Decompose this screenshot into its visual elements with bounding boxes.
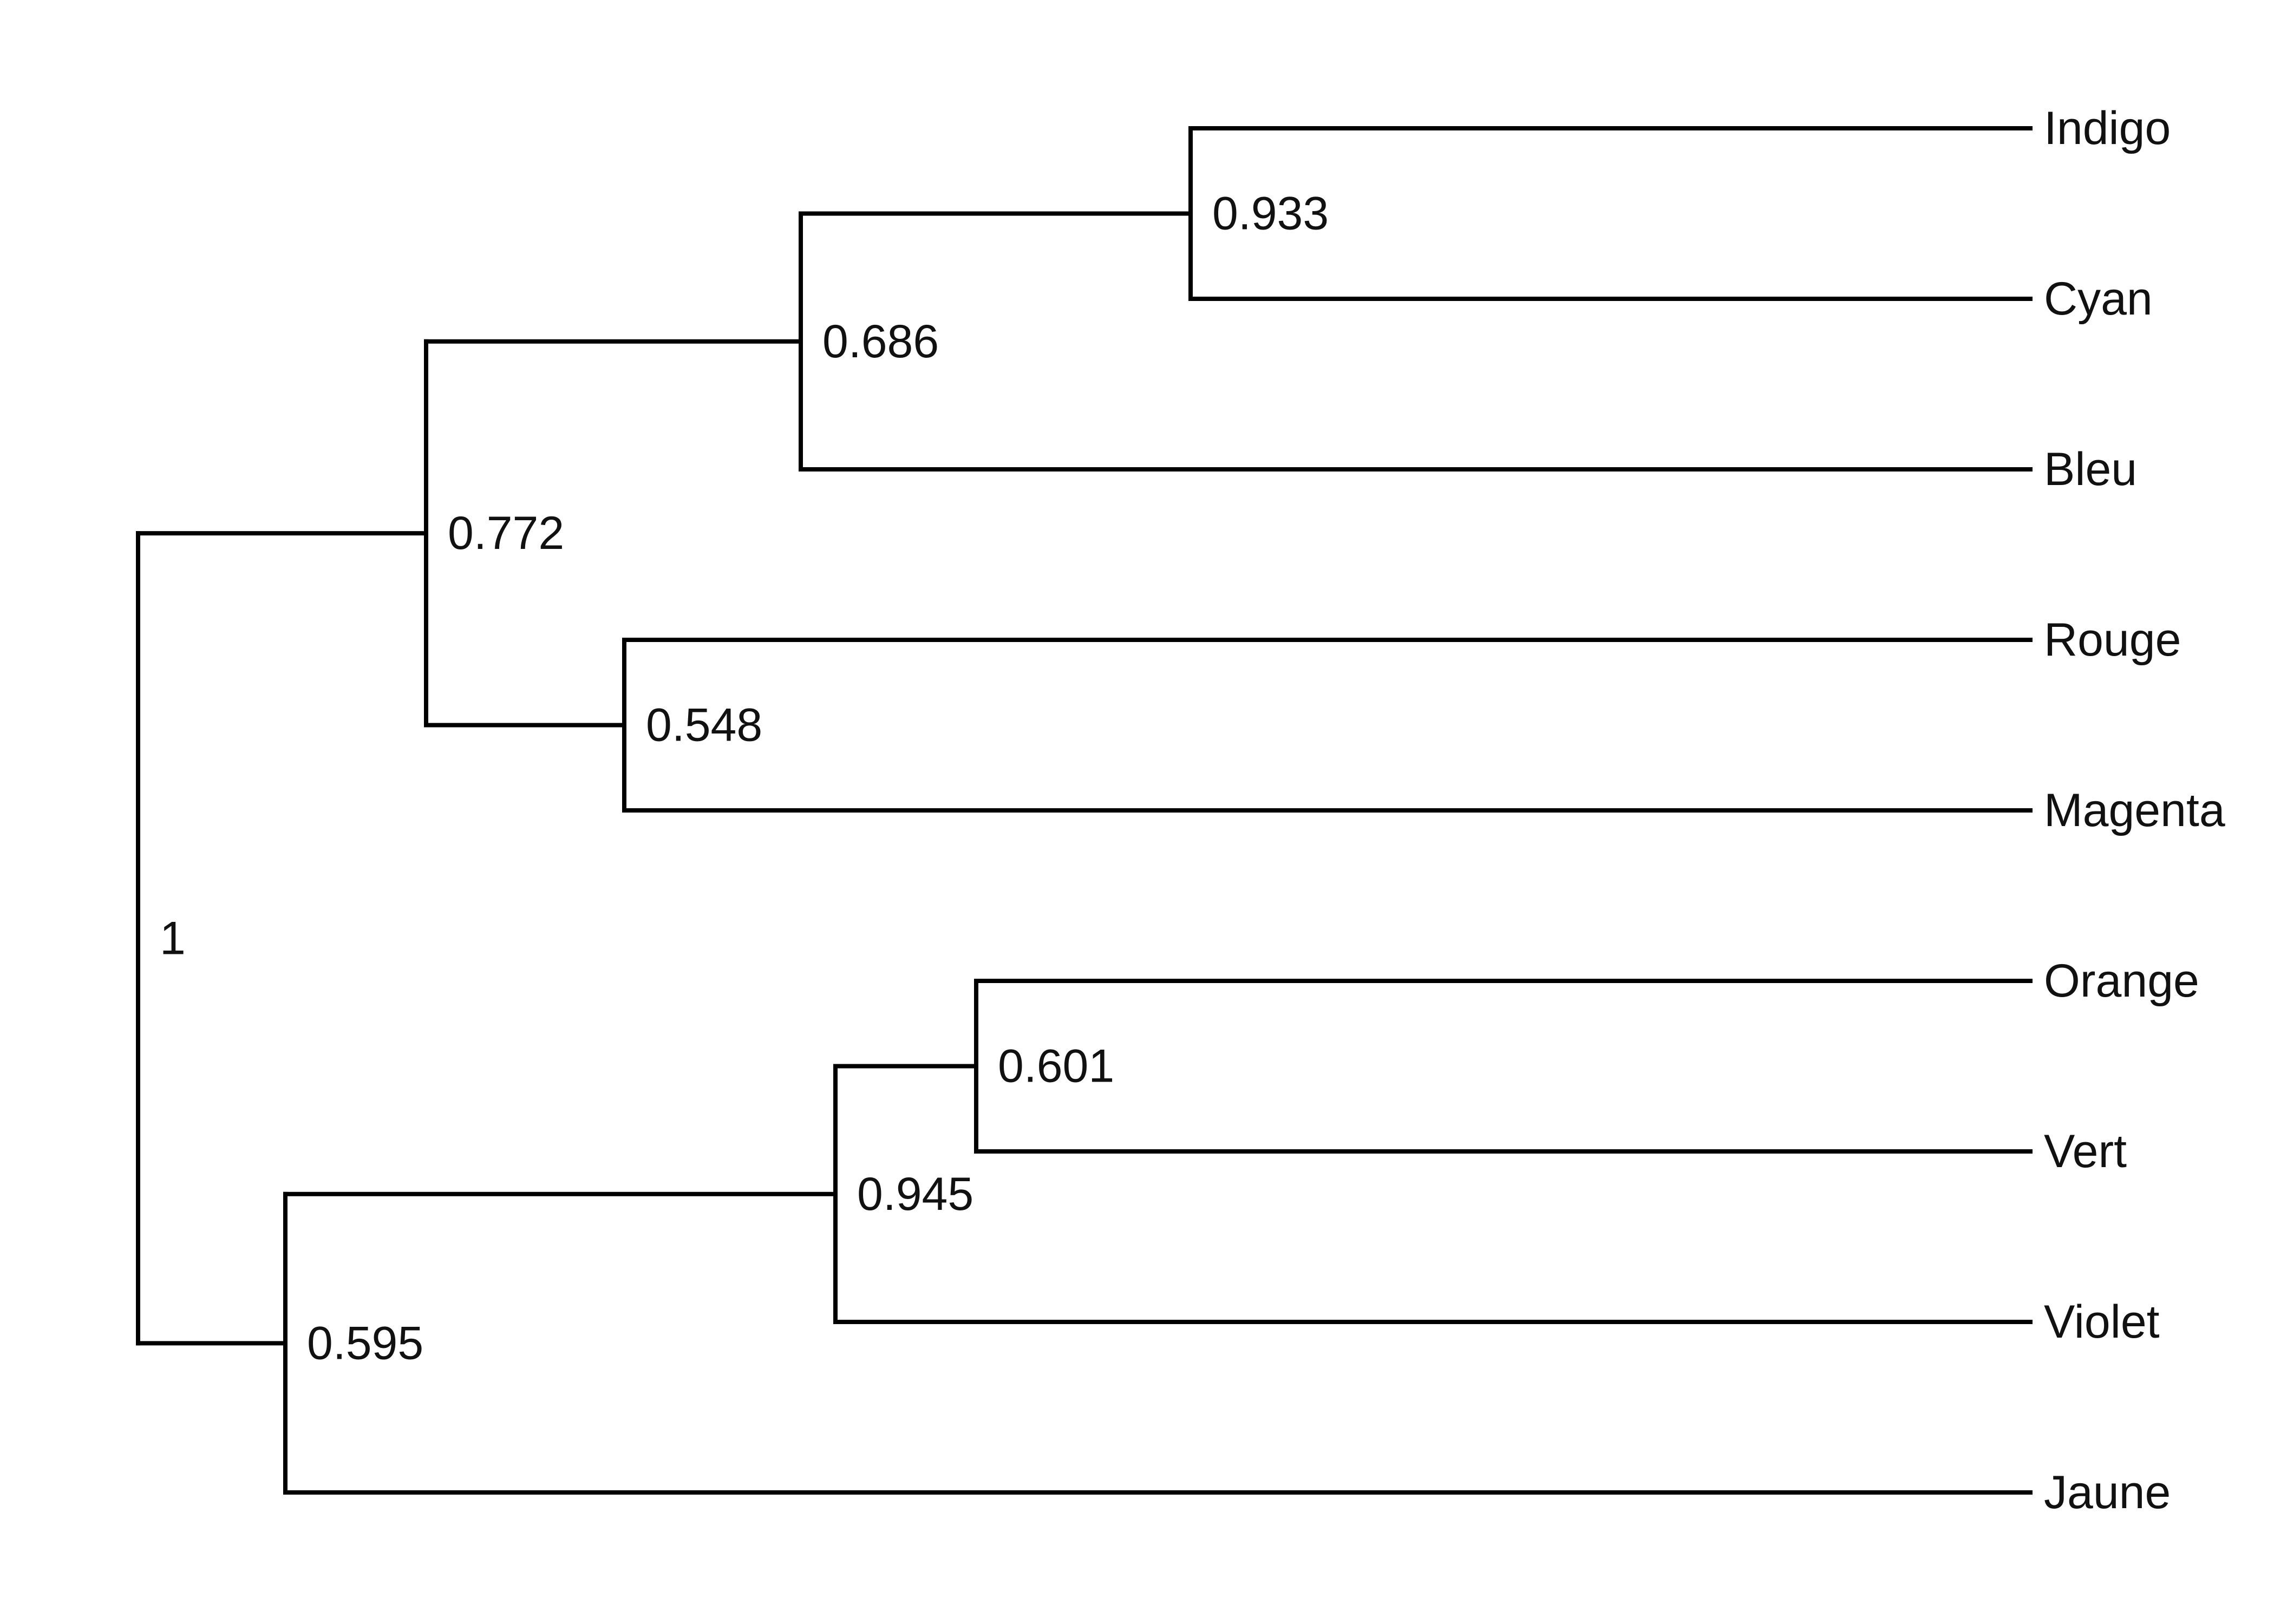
support-value-n_548: 0.548	[646, 699, 762, 751]
support-value-n_601: 0.601	[998, 1040, 1114, 1092]
support-value-n_root: 1	[160, 912, 186, 964]
leaf-label-rouge: Rouge	[2044, 614, 2181, 666]
leaf-label-violet: Violet	[2044, 1296, 2160, 1348]
leaf-label-cyan: Cyan	[2044, 273, 2153, 325]
leaf-label-jaune: Jaune	[2044, 1466, 2171, 1518]
leaf-label-bleu: Bleu	[2044, 443, 2137, 495]
leaf-label-indigo: Indigo	[2044, 102, 2171, 154]
leaf-label-magenta: Magenta	[2044, 784, 2225, 836]
support-value-n_933: 0.933	[1212, 188, 1329, 240]
dendrogram-branches	[136, 126, 2033, 1495]
support-value-n_772: 0.772	[448, 507, 564, 559]
support-value-n_686: 0.686	[822, 316, 939, 368]
leaf-label-vert: Vert	[2044, 1125, 2127, 1177]
support-value-n_595: 0.595	[307, 1317, 423, 1369]
leaf-labels: Indigo Cyan Bleu Rouge Magenta Orange Vert Viol…	[2044, 102, 2225, 1518]
support-value-n_945: 0.945	[857, 1168, 973, 1220]
leaf-label-orange: Orange	[2044, 955, 2199, 1007]
support-labels: 0.933 0.686 0.548 0.772 0.601 0.945 0.595 1	[160, 188, 1329, 1370]
